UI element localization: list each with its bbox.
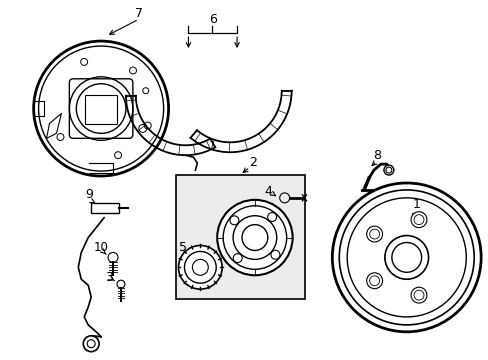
- Circle shape: [410, 212, 426, 228]
- Circle shape: [178, 246, 222, 289]
- Circle shape: [233, 253, 242, 262]
- Text: 1: 1: [412, 198, 420, 211]
- Circle shape: [229, 216, 238, 225]
- Text: 2: 2: [248, 156, 256, 168]
- FancyBboxPatch shape: [175, 175, 304, 299]
- Circle shape: [366, 226, 382, 242]
- Text: 3: 3: [105, 271, 113, 284]
- Circle shape: [267, 212, 276, 221]
- Text: 7: 7: [135, 7, 142, 20]
- Text: 4: 4: [264, 185, 271, 198]
- Circle shape: [383, 165, 393, 175]
- Circle shape: [270, 250, 279, 259]
- Circle shape: [366, 273, 382, 289]
- Circle shape: [410, 287, 426, 303]
- Text: 8: 8: [372, 149, 380, 162]
- Text: 9: 9: [85, 188, 93, 201]
- Text: 5: 5: [179, 241, 187, 254]
- Circle shape: [332, 183, 480, 332]
- Circle shape: [217, 200, 292, 275]
- Text: 10: 10: [94, 241, 108, 254]
- Text: 6: 6: [209, 13, 217, 26]
- Circle shape: [34, 41, 168, 176]
